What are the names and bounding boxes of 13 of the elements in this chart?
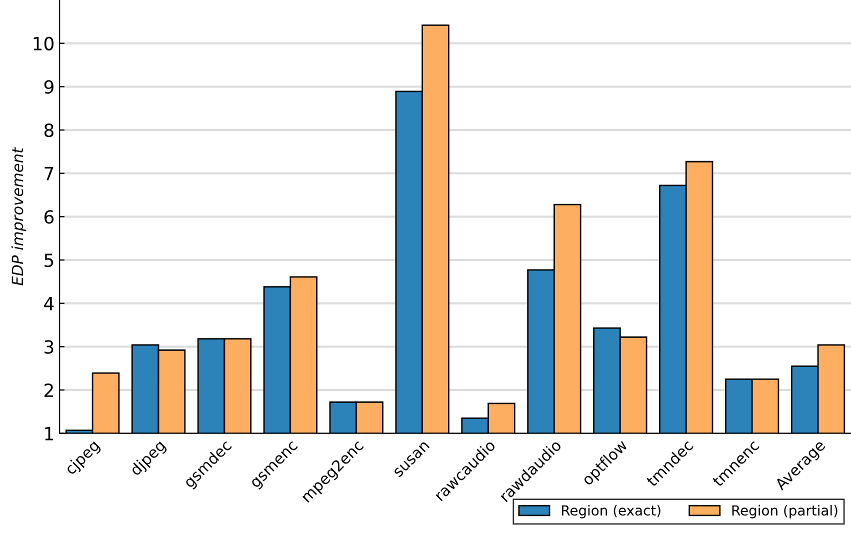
y-tick-label: 4 [44, 297, 54, 310]
y-tick-label: 10 [34, 36, 54, 50]
y-tick-label: 7 [44, 167, 54, 180]
y-tick-label: 5 [44, 254, 54, 268]
legend-label: Region (exact) [562, 504, 660, 518]
legend-label: Region (partial) [732, 504, 838, 518]
y-tick-label: 1 [45, 427, 54, 440]
y-tick-label: 8 [44, 123, 54, 138]
y-axis-title: EDP improvement [11, 147, 26, 286]
y-tick-label: 3 [44, 340, 54, 354]
y-tick-label: 2 [44, 383, 53, 397]
y-tick-label: 9 [44, 80, 54, 94]
y-tick-label: 6 [44, 210, 54, 224]
